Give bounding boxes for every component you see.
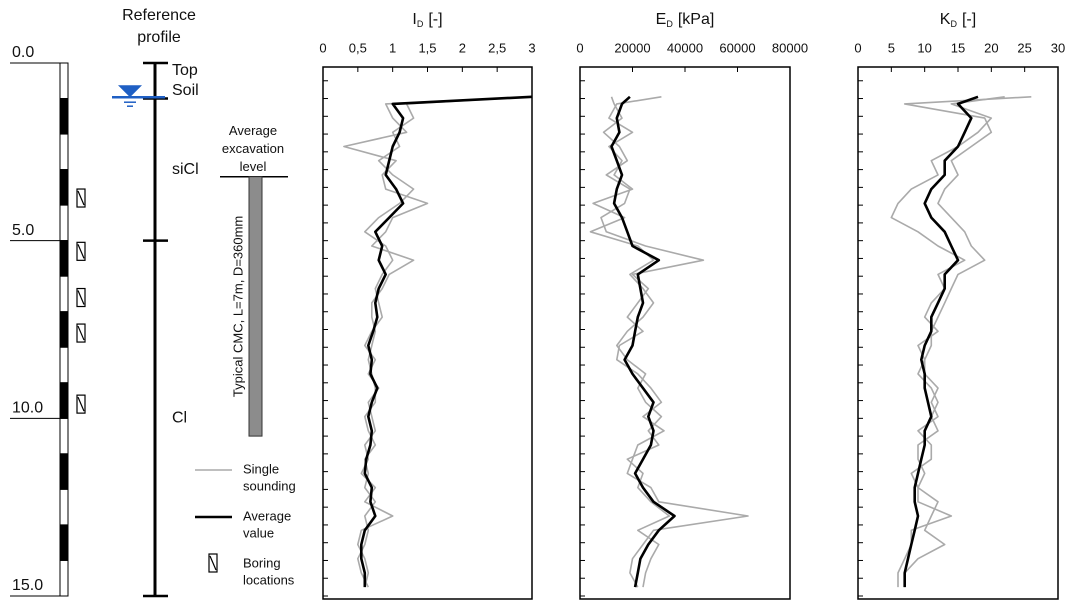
profile-line [360, 95, 533, 588]
profile-line [903, 95, 979, 588]
profile-line [903, 96, 1032, 588]
depth-strip-segment [59, 524, 69, 561]
x-tick-label: 1 [389, 40, 396, 55]
profile-title: profile [137, 29, 181, 46]
boring-location [76, 394, 86, 414]
depth-strip-segment [59, 382, 69, 419]
boring-icon-stroke [77, 190, 85, 206]
profile-line [610, 95, 676, 588]
pile-label: Typical CMC, L=7m, D=360mm [230, 216, 245, 397]
x-tick-label: 0 [319, 40, 326, 55]
profile-title: Reference [122, 7, 196, 24]
panel-title-symbol: I [412, 11, 416, 28]
depth-strip-segment [59, 98, 69, 135]
panel-title: ED [kPa] [656, 11, 715, 29]
x-tick-label: 10 [917, 40, 931, 55]
profile-line [357, 96, 533, 588]
panel-title: KD [-] [940, 11, 976, 29]
x-tick-label: 20 [984, 40, 998, 55]
legend-label: Boring [243, 555, 281, 570]
depth-strip-segment [59, 169, 69, 206]
pile-body [248, 176, 263, 437]
panel-title-symbol: K [940, 11, 951, 28]
legend-label: Average [243, 508, 291, 523]
panel-title-symbol: E [656, 11, 667, 28]
x-tick-label: 5 [888, 40, 895, 55]
profile-line [343, 96, 533, 588]
boring-icon-stroke [77, 244, 85, 259]
x-tick-label: 0 [854, 40, 861, 55]
x-tick-label: 2,5 [488, 40, 506, 55]
depth-tick-label: 10.0 [12, 400, 43, 417]
x-tick-label: 3 [528, 40, 535, 55]
x-tick-label: 40000 [667, 40, 703, 55]
depth-strip-segment [59, 346, 69, 384]
panel-title-unit: [-] [428, 11, 442, 28]
depth-strip-segment [59, 453, 69, 490]
layer-label: siCl [172, 161, 199, 178]
panel-title-subscript: D [417, 19, 424, 29]
x-tick-label: 0 [576, 40, 583, 55]
x-tick-label: 0,5 [349, 40, 367, 55]
depth-strip-segment [59, 417, 69, 455]
depth-tick-label: 5.0 [12, 222, 34, 239]
depth-strip-segment [59, 240, 69, 277]
legend-label: value [243, 525, 274, 540]
layer-label: Cl [172, 410, 187, 427]
profile-line [600, 96, 749, 588]
layer-label: Soil [172, 82, 199, 99]
depth-tick-label: 15.0 [12, 577, 43, 594]
boring-icon-stroke [77, 325, 85, 341]
x-tick-label: 25 [1017, 40, 1031, 55]
x-tick-label: 2 [459, 40, 466, 55]
excavation-label: excavation [222, 141, 284, 156]
depth-strip-segment [59, 488, 69, 526]
depth-strip-segment [59, 559, 69, 597]
x-tick-label: 1,5 [418, 40, 436, 55]
boring-icon-stroke [77, 396, 85, 412]
depth-strip-segment [59, 275, 69, 313]
layer-label: Top [172, 62, 198, 79]
water-table [112, 85, 165, 107]
excavation-label: Average [229, 123, 277, 138]
depth-strip-segment [59, 204, 69, 242]
profile-line [589, 96, 671, 588]
boring-location [76, 323, 86, 343]
depth-strip-segment [59, 311, 69, 348]
x-tick-label: 20000 [614, 40, 650, 55]
x-tick-label: 30 [1051, 40, 1065, 55]
x-tick-label: 80000 [772, 40, 808, 55]
panel-title-unit: [-] [962, 11, 976, 28]
boring-location [76, 287, 86, 308]
profile-line [890, 96, 1005, 588]
depth-tick-label: 0.0 [12, 44, 34, 61]
panel-title-subscript: D [666, 19, 673, 29]
excavation-label: level [240, 159, 267, 174]
legend-boring-icon-stroke [209, 555, 217, 571]
legend-label: sounding [243, 478, 296, 493]
panel-title-subscript: D [950, 19, 957, 29]
legend-label: Single [243, 461, 279, 476]
depth-strip-segment [59, 133, 69, 171]
x-tick-label: 15 [951, 40, 965, 55]
panel-title: ID [-] [412, 11, 442, 29]
panel-title-unit: [kPa] [678, 11, 714, 28]
panel-frame [322, 66, 533, 600]
boring-icon-stroke [77, 290, 85, 305]
x-tick-label: 60000 [719, 40, 755, 55]
water-table-triangle [118, 85, 142, 98]
depth-strip-segment [59, 62, 69, 100]
boring-location [76, 188, 86, 208]
boring-location [76, 241, 86, 261]
legend-label: locations [243, 572, 295, 587]
